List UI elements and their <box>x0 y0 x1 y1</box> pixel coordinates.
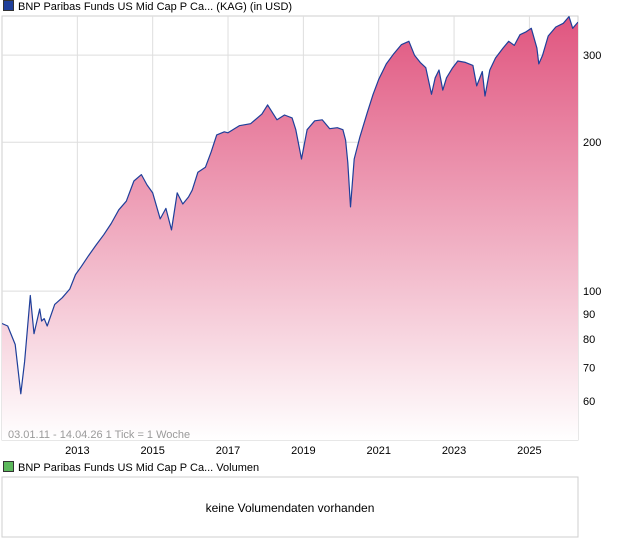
y-tick-label: 200 <box>583 137 601 149</box>
price-chart-title: BNP Paribas Funds US Mid Cap P Ca... (KA… <box>18 1 293 13</box>
volume-panel <box>1 476 579 538</box>
y-axis-labels: 60 70 80 90 100 200 300 <box>583 50 601 408</box>
x-tick-label: 2015 <box>140 445 164 457</box>
date-range-note: 03.01.11 - 14.04.26 1 Tick = 1 Woche <box>8 429 190 441</box>
x-tick-label: 2023 <box>442 445 466 457</box>
volume-empty-message: keine Volumendaten vorhanden <box>206 501 375 515</box>
x-tick-label: 2019 <box>291 445 315 457</box>
x-tick-label: 2013 <box>65 445 89 457</box>
y-tick-label: 100 <box>583 286 601 298</box>
x-tick-label: 2017 <box>216 445 240 457</box>
volume-chart-title: BNP Paribas Funds US Mid Cap P Ca... Vol… <box>18 462 260 474</box>
volume-legend: BNP Paribas Funds US Mid Cap P Ca... Vol… <box>3 461 259 475</box>
y-tick-label: 300 <box>583 50 601 62</box>
price-area <box>2 16 578 440</box>
y-tick-label: 60 <box>583 396 595 408</box>
price-legend: BNP Paribas Funds US Mid Cap P Ca... (KA… <box>3 0 292 14</box>
x-axis-labels: 2013 2015 2017 2019 2021 2023 2025 <box>65 445 542 457</box>
price-series-swatch <box>3 0 14 11</box>
x-tick-label: 2021 <box>366 445 390 457</box>
y-tick-label: 80 <box>583 334 595 346</box>
price-line <box>2 16 578 395</box>
volume-series-swatch <box>3 461 14 472</box>
y-tick-label: 70 <box>583 363 595 375</box>
y-tick-label: 90 <box>583 309 595 321</box>
x-tick-label: 2025 <box>517 445 541 457</box>
